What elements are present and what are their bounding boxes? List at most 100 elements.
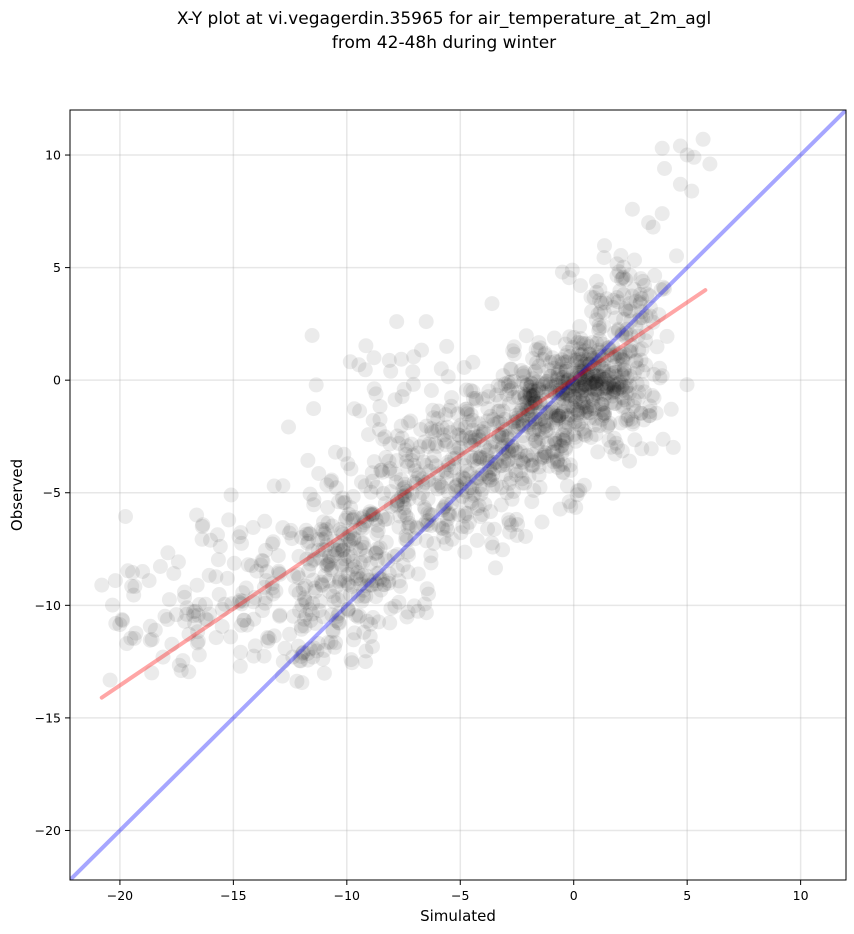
data-point xyxy=(535,384,551,400)
data-point xyxy=(541,404,557,420)
data-point xyxy=(622,303,638,319)
data-point xyxy=(513,452,529,467)
data-point xyxy=(391,594,407,610)
data-point xyxy=(586,367,602,383)
data-point xyxy=(521,419,537,435)
data-point xyxy=(359,568,375,584)
data-point xyxy=(485,467,501,483)
data-point xyxy=(596,352,612,368)
data-point xyxy=(527,393,543,409)
data-point xyxy=(463,407,479,423)
data-point xyxy=(194,518,210,534)
data-point xyxy=(321,549,337,564)
data-point xyxy=(464,480,480,496)
data-point xyxy=(623,343,639,358)
data-point xyxy=(377,495,393,511)
data-point xyxy=(351,357,367,373)
data-point xyxy=(352,511,368,526)
data-point xyxy=(437,498,453,514)
data-point xyxy=(422,506,438,522)
data-point xyxy=(571,382,586,398)
data-point xyxy=(495,403,511,419)
data-point xyxy=(366,454,382,470)
data-point xyxy=(615,382,631,398)
data-point xyxy=(300,652,316,668)
data-point xyxy=(464,495,480,511)
data-point xyxy=(581,357,597,373)
data-point xyxy=(414,471,430,487)
data-point xyxy=(301,533,316,549)
data-point xyxy=(444,531,460,547)
data-point xyxy=(443,398,459,414)
data-point xyxy=(391,573,407,589)
data-point xyxy=(525,457,541,473)
data-point xyxy=(642,408,658,424)
x-tick-label: −15 xyxy=(220,888,246,903)
data-point xyxy=(503,517,519,533)
data-point xyxy=(418,314,434,330)
data-point xyxy=(543,404,559,420)
data-point xyxy=(515,408,531,423)
data-point xyxy=(558,363,574,379)
data-point xyxy=(352,554,368,570)
data-point xyxy=(457,458,473,474)
data-point xyxy=(611,375,627,391)
data-point xyxy=(177,584,192,600)
data-point xyxy=(551,408,567,424)
data-point xyxy=(400,458,415,474)
data-points xyxy=(94,131,718,691)
data-point xyxy=(580,364,595,380)
data-point xyxy=(160,545,176,561)
data-point xyxy=(112,617,128,633)
data-point xyxy=(495,439,511,455)
data-point xyxy=(407,463,423,479)
data-point xyxy=(594,411,610,427)
data-point xyxy=(372,540,388,556)
data-point xyxy=(542,458,558,474)
data-point xyxy=(265,586,281,602)
data-point xyxy=(592,292,608,308)
data-point xyxy=(310,635,326,651)
data-point xyxy=(607,325,623,341)
data-point xyxy=(368,546,384,562)
data-point xyxy=(612,348,628,364)
data-point xyxy=(623,327,639,343)
data-point xyxy=(359,613,375,629)
data-point xyxy=(461,514,477,530)
data-point xyxy=(302,556,318,572)
data-point xyxy=(589,273,604,289)
data-point xyxy=(421,436,437,452)
data-point xyxy=(333,538,348,554)
data-point xyxy=(524,412,540,428)
data-point xyxy=(550,367,566,383)
data-point xyxy=(623,313,639,329)
data-point xyxy=(485,412,501,427)
data-point xyxy=(397,489,413,504)
data-point xyxy=(633,310,648,326)
data-point xyxy=(482,470,497,486)
data-point xyxy=(303,613,319,628)
data-point xyxy=(579,389,595,405)
data-point xyxy=(655,431,671,447)
plot-frame xyxy=(69,109,847,881)
data-point xyxy=(469,532,485,548)
data-point xyxy=(532,395,548,411)
data-point xyxy=(523,378,539,394)
data-point xyxy=(247,589,263,605)
data-point xyxy=(515,454,531,470)
data-point xyxy=(599,385,615,401)
data-point xyxy=(223,487,239,503)
data-point xyxy=(397,500,413,516)
x-axis-ticks: −20 −15 −10 −5 0 5 10 xyxy=(107,880,809,903)
data-point xyxy=(179,606,195,622)
data-point xyxy=(419,581,435,597)
data-point xyxy=(363,616,379,632)
data-point xyxy=(569,354,585,370)
data-point xyxy=(519,394,535,410)
data-point xyxy=(350,588,366,604)
data-point xyxy=(365,507,381,523)
data-point xyxy=(482,472,498,488)
data-point xyxy=(343,500,359,516)
data-point xyxy=(400,544,416,560)
data-point xyxy=(561,494,577,510)
